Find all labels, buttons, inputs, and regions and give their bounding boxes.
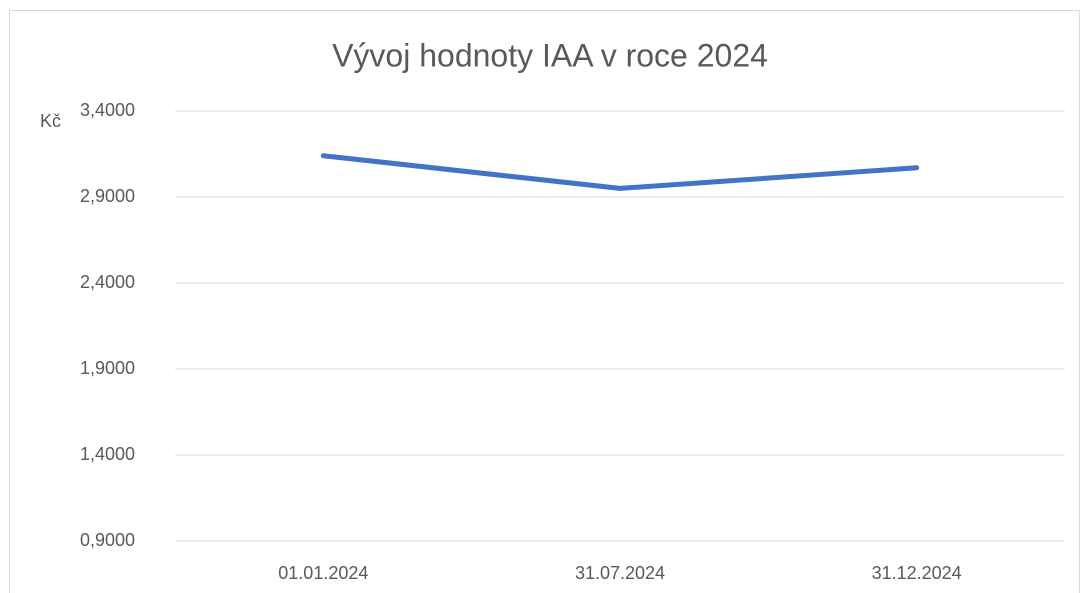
data-line bbox=[320, 153, 920, 191]
y-unit-label: Kč bbox=[40, 111, 61, 131]
x-tick-label: 31.07.2024 bbox=[575, 563, 665, 583]
y-tick-label: 1,9000 bbox=[80, 358, 135, 378]
x-tick-label: 31.12.2024 bbox=[872, 563, 962, 583]
y-tick-label: 0,9000 bbox=[80, 530, 135, 550]
chart-title: Vývoj hodnoty IAA v roce 2024 bbox=[332, 37, 768, 73]
y-tick-label: 2,9000 bbox=[80, 186, 135, 206]
y-tick-label: 3,4000 bbox=[80, 100, 135, 120]
x-tick-label: 01.01.2024 bbox=[278, 563, 368, 583]
chart-border bbox=[9, 10, 1080, 593]
y-tick-label: 1,4000 bbox=[80, 444, 135, 464]
y-tick-label: 2,4000 bbox=[80, 272, 135, 292]
